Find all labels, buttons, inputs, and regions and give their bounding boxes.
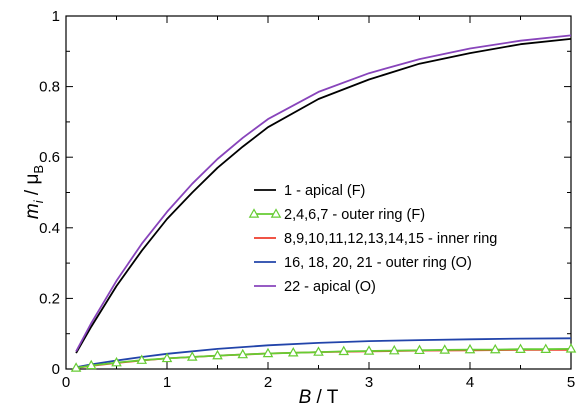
legend-label: 22 - apical (O)	[284, 279, 376, 295]
legend: 1 - apical (F) 2,4,6,7 - outer ring (F) 8,…	[248, 183, 497, 295]
series-point	[338, 345, 350, 356]
y-axis-label: mi / μB	[22, 165, 46, 219]
x-tick-label: 0	[62, 374, 70, 391]
series-point	[111, 356, 122, 367]
series-point	[136, 354, 148, 364]
series-point	[186, 351, 198, 361]
series-line	[75, 34, 572, 352]
series-0	[75, 38, 572, 354]
series-point	[439, 344, 451, 354]
series-point	[313, 346, 324, 356]
series-point	[262, 347, 274, 358]
legend-marker	[248, 208, 260, 218]
y-tick-label: 1	[52, 8, 60, 25]
y-tick-label: 0	[52, 361, 60, 378]
series-point	[565, 343, 577, 353]
x-tick-label: 2	[264, 374, 272, 391]
axis-ticks: 0 1 2 3 4 5 0 0.2 0.4 0.6 0.8 1	[39, 8, 575, 391]
legend-marker	[270, 208, 282, 218]
legend-item: 8,9,10,11,12,13,14,15 - inner ring	[254, 231, 497, 247]
series-point	[489, 343, 501, 354]
series-point	[540, 343, 552, 353]
legend-item: 22 - apical (O)	[254, 279, 376, 295]
series-point	[464, 343, 476, 354]
series-point	[237, 348, 249, 359]
legend-item: 1 - apical (F)	[254, 183, 365, 199]
series-line	[75, 38, 572, 354]
legend-label: 1 - apical (F)	[284, 183, 365, 199]
series-point	[388, 344, 400, 355]
series-layer	[70, 34, 577, 372]
x-tick-label: 4	[466, 374, 474, 391]
series-point	[161, 352, 173, 363]
legend-label: 16, 18, 20, 21 - outer ring (O)	[284, 255, 472, 271]
y-tick-label: 0.4	[39, 220, 60, 237]
series-point	[212, 349, 223, 360]
series-point	[287, 347, 299, 357]
series-4	[75, 34, 572, 352]
series-1	[70, 343, 577, 372]
y-tick-label: 0.6	[39, 149, 60, 166]
legend-label: 8,9,10,11,12,13,14,15 - inner ring	[284, 231, 497, 247]
x-axis-label: B / T	[299, 387, 339, 408]
series-point	[85, 359, 97, 370]
legend-item: 16, 18, 20, 21 - outer ring (O)	[254, 255, 472, 271]
series-point	[414, 344, 425, 355]
y-tick-label: 0.8	[39, 79, 60, 96]
x-tick-label: 1	[163, 374, 171, 391]
legend-label: 2,4,6,7 - outer ring (F)	[284, 207, 425, 223]
legend-item: 2,4,6,7 - outer ring (F)	[248, 207, 425, 223]
series-point	[70, 362, 82, 372]
x-tick-label: 5	[567, 374, 575, 391]
series-point	[363, 345, 375, 355]
y-tick-label: 0.2	[39, 290, 60, 307]
series-point	[515, 343, 526, 353]
x-tick-label: 3	[365, 374, 373, 391]
